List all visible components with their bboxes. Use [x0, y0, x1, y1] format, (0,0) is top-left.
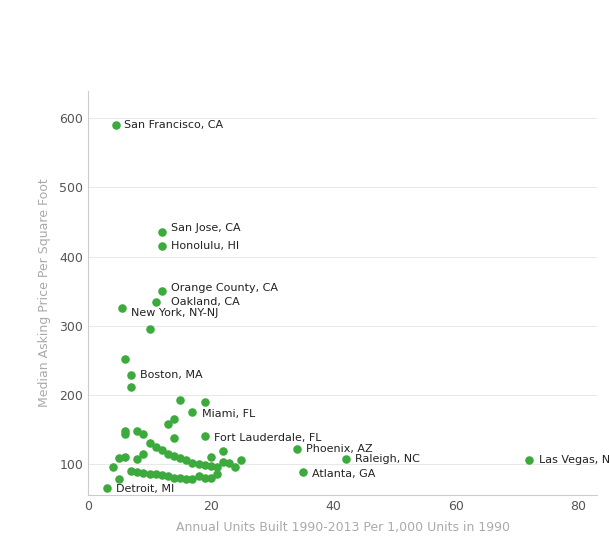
Point [157, 446, 167, 454]
Text: Las Vegas, NV: Las Vegas, NV [538, 455, 609, 465]
Point [237, 456, 247, 465]
Point [139, 469, 149, 477]
Point [218, 447, 228, 456]
Point [298, 468, 308, 477]
Point [206, 474, 216, 483]
Text: Boston, MA: Boston, MA [141, 371, 203, 381]
Point [120, 453, 130, 461]
Point [212, 470, 222, 478]
Point [206, 453, 216, 461]
Point [117, 304, 127, 313]
Point [120, 430, 130, 438]
Point [114, 475, 124, 483]
Text: Oakland, CA: Oakland, CA [171, 296, 240, 306]
X-axis label: Annual Units Built 1990-2013 Per 1,000 Units in 1990: Annual Units Built 1990-2013 Per 1,000 U… [175, 521, 510, 534]
Point [341, 455, 351, 464]
Point [163, 472, 173, 481]
Point [145, 469, 155, 478]
Text: Raleigh, NC: Raleigh, NC [355, 454, 420, 464]
Point [157, 242, 167, 251]
Point [194, 459, 203, 468]
Text: Miami, FL: Miami, FL [202, 409, 255, 419]
Text: Honolulu, HI: Honolulu, HI [171, 241, 239, 251]
Point [132, 426, 142, 435]
Point [114, 454, 124, 463]
Point [200, 432, 209, 441]
Text: Phoenix, AZ: Phoenix, AZ [306, 444, 373, 454]
Point [163, 449, 173, 458]
Point [126, 382, 136, 391]
Point [151, 297, 161, 306]
Point [120, 354, 130, 363]
Y-axis label: Median Asking Price Per Square Foot: Median Asking Price Per Square Foot [38, 179, 51, 407]
Text: San Francisco, CA: San Francisco, CA [124, 120, 223, 130]
Point [145, 324, 155, 333]
Point [102, 483, 111, 492]
Text: No Expensive Housing Market: No Expensive Housing Market [195, 9, 511, 28]
Point [200, 461, 209, 470]
Point [200, 397, 209, 406]
Point [181, 456, 191, 465]
Point [151, 470, 161, 478]
Text: San Jose, CA: San Jose, CA [171, 223, 241, 233]
Text: Atlanta, GA: Atlanta, GA [312, 469, 375, 479]
Point [157, 471, 167, 480]
Point [175, 396, 185, 405]
Text: Detroit, MI: Detroit, MI [116, 485, 174, 494]
Point [200, 474, 209, 482]
Point [292, 444, 301, 453]
Point [169, 433, 179, 442]
Point [111, 121, 121, 130]
Point [188, 458, 197, 467]
Point [126, 371, 136, 380]
Point [212, 463, 222, 472]
Point [188, 475, 197, 483]
Point [224, 459, 234, 468]
Point [188, 408, 197, 416]
Text: Fort Lauderdale, FL: Fort Lauderdale, FL [214, 433, 322, 443]
Text: Orange County, CA: Orange County, CA [171, 283, 278, 293]
Point [169, 451, 179, 460]
Text: New York, NY-NJ: New York, NY-NJ [131, 308, 219, 318]
Point [194, 472, 203, 481]
Point [126, 466, 136, 475]
Point [157, 287, 167, 295]
Text: trulia: trulia [61, 25, 120, 43]
Point [139, 449, 149, 458]
Point [175, 454, 185, 463]
Point [524, 456, 534, 465]
Text: Builds Much Housing: Builds Much Housing [195, 50, 417, 69]
Point [169, 415, 179, 424]
Point [145, 439, 155, 448]
Point [206, 461, 216, 470]
Point [181, 475, 191, 483]
Point [230, 463, 240, 472]
Point [175, 474, 185, 483]
Point [132, 468, 142, 477]
Point [157, 228, 167, 237]
Point [169, 474, 179, 482]
Point [108, 463, 118, 472]
Point [163, 420, 173, 428]
Point [139, 430, 149, 438]
Point [151, 442, 161, 451]
Point [218, 458, 228, 466]
Point [132, 455, 142, 464]
Point [120, 426, 130, 435]
Text: ❖: ❖ [18, 24, 38, 44]
